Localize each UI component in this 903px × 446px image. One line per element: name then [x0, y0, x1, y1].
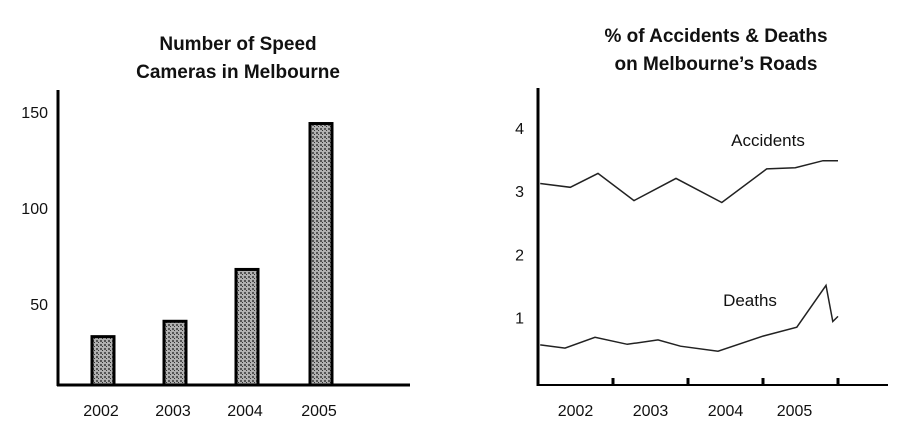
bar-y-tick-label: 150 [21, 105, 48, 122]
bar-2005 [308, 122, 334, 387]
bar-2003 [162, 319, 188, 387]
line-x-tick-label: 2002 [558, 403, 594, 420]
bar-chart-title-line-2: Cameras in Melbourne [136, 62, 340, 83]
line-y-tick-label: 3 [515, 184, 524, 201]
bar-chart-title-line-1: Number of Speed [159, 34, 316, 55]
line-chart: % of Accidents & Deaths on Melbourne’s R… [515, 26, 888, 420]
line-y-tick-label: 4 [515, 121, 524, 138]
line-chart-title-line-1: % of Accidents & Deaths [604, 26, 827, 47]
bar-x-tick-label: 2005 [301, 403, 337, 420]
bar-x-tick-label: 2002 [83, 403, 119, 420]
bar-y-tick-label: 50 [30, 297, 48, 314]
line-y-tick-label: 2 [515, 247, 524, 264]
bar-x-tick-label: 2004 [227, 403, 263, 420]
bar-x-tick-label: 2003 [155, 403, 191, 420]
line-x-tick-label: 2004 [708, 403, 744, 420]
line-x-tick-label: 2005 [777, 403, 813, 420]
bar-y-tick-label: 100 [21, 201, 48, 218]
series-label-accidents: Accidents [731, 131, 805, 150]
bar-chart: Number of Speed Cameras in Melbourne 50 1… [21, 34, 410, 420]
bar-2004 [234, 267, 260, 387]
line-y-tick-label: 1 [515, 311, 524, 328]
series-label-deaths: Deaths [723, 291, 777, 310]
series-line-accidents [540, 159, 838, 204]
line-chart-title-line-2: on Melbourne’s Roads [614, 54, 817, 75]
series-line-deaths [540, 283, 839, 352]
line-x-tick-label: 2003 [633, 403, 669, 420]
bar-2002 [90, 335, 116, 387]
